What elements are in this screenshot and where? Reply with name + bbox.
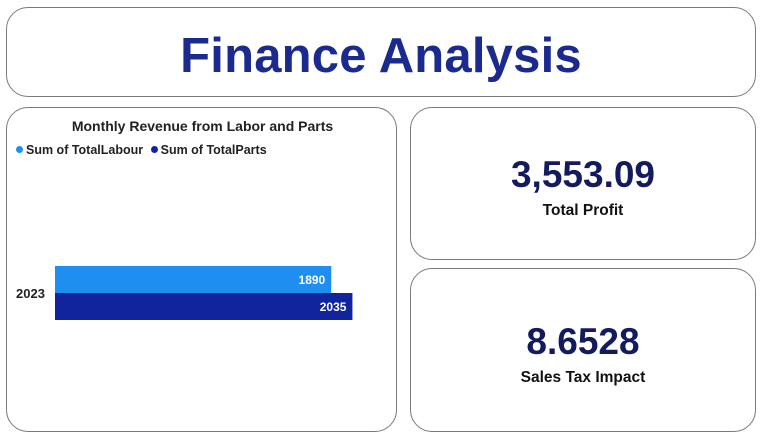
data-label-parts-2023: 2035: [320, 300, 347, 314]
legend-label-labour: Sum of TotalLabour: [26, 143, 144, 157]
sales-tax-value: 8.6528: [526, 321, 640, 362]
title-card: Finance Analysis: [6, 7, 756, 97]
legend-label-parts: Sum of TotalParts: [160, 143, 267, 157]
total-profit-card: 3,553.09 Total Profit: [410, 107, 756, 260]
category-label-2023: 2023: [16, 286, 45, 301]
total-profit-label: Total Profit: [542, 202, 624, 219]
legend-item-parts[interactable]: Sum of TotalParts: [150, 143, 267, 157]
bar-labour-2023[interactable]: [55, 266, 332, 293]
data-label-labour-2023: 1890: [299, 273, 326, 287]
total-profit-value: 3,553.09: [510, 154, 656, 195]
chart-title: Monthly Revenue from Labor and Parts: [71, 118, 334, 134]
sales-tax-label: Sales Tax Impact: [520, 369, 646, 386]
legend-dot-labour: [16, 146, 23, 153]
legend-dot-parts: [150, 146, 158, 153]
revenue-chart-card[interactable]: Monthly Revenue from Labor and Parts Sum…: [6, 107, 397, 432]
chart-legend: Sum of TotalLabour Sum of TotalParts: [16, 143, 271, 157]
legend-item-labour[interactable]: Sum of TotalLabour: [16, 143, 143, 157]
bar-parts-2023[interactable]: [55, 293, 353, 320]
page-title: Finance Analysis: [180, 29, 582, 83]
sales-tax-card: 8.6528 Sales Tax Impact: [410, 268, 756, 432]
bar-chart: 2023 1890 2035: [16, 266, 353, 320]
